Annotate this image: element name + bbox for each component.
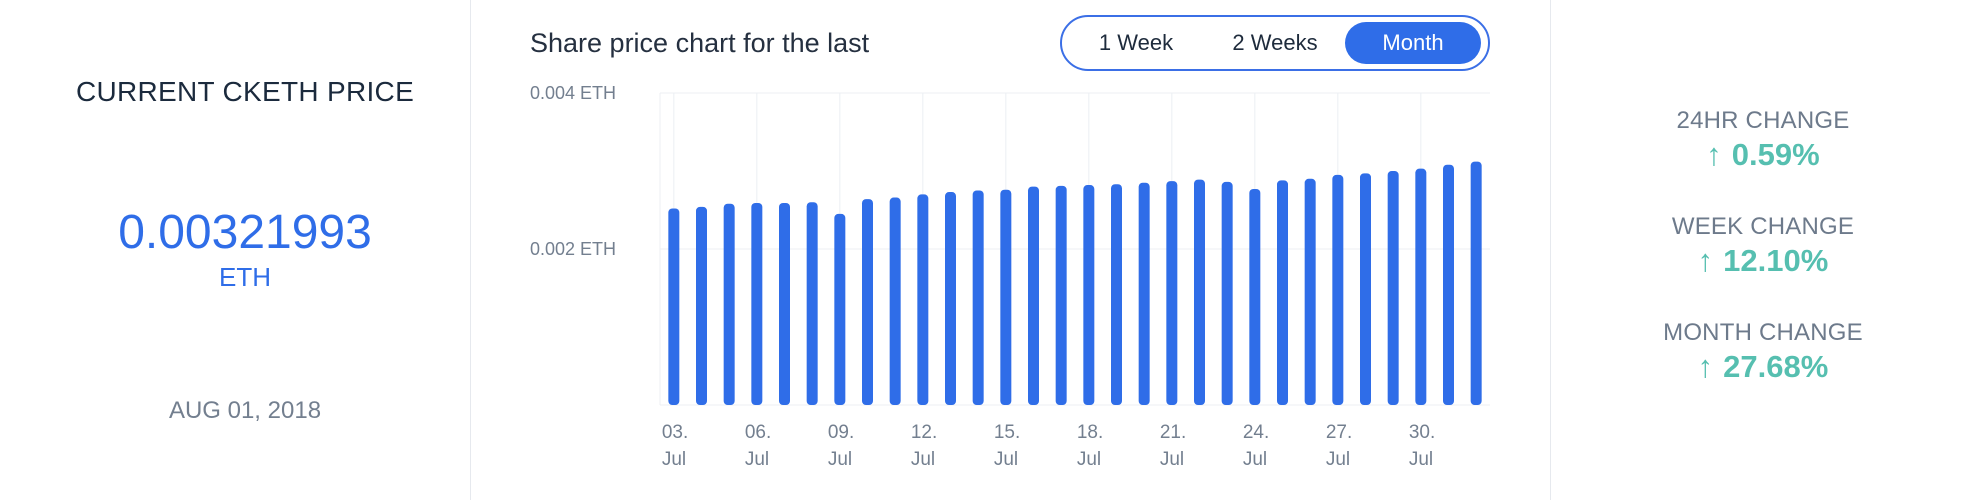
x-tick-label: 24. [1243, 422, 1269, 443]
price-bar [1028, 186, 1039, 405]
price-bar [723, 203, 735, 405]
y-tick-label: 0.004 ETH [530, 83, 616, 103]
x-tick-label: Jul [745, 449, 769, 470]
x-tick-label: Jul [1243, 449, 1267, 470]
stat-value-row: ↑ 0.59% [1551, 137, 1974, 173]
x-tick-label: 15. [994, 422, 1020, 443]
price-bar [1332, 174, 1344, 405]
price-bar [779, 202, 790, 405]
current-price-value: 0.00321993 [118, 206, 372, 259]
price-bar [972, 190, 984, 405]
x-tick-label: 09. [828, 422, 854, 443]
arrow-up-icon: ↑ [1706, 137, 1722, 172]
price-bar [889, 197, 901, 405]
price-bar [1387, 171, 1399, 405]
x-tick-label: 06. [745, 422, 771, 443]
price-bar [1083, 185, 1095, 405]
x-tick-label: 03. [662, 422, 688, 443]
current-price-title: CURRENT CKETH PRICE [75, 76, 415, 107]
price-bar [1249, 188, 1261, 405]
current-price-panel: CURRENT CKETH PRICE 0.00321993 ETH AUG 0… [0, 0, 471, 500]
x-tick-label: 18. [1077, 422, 1103, 443]
x-tick-label: Jul [1077, 449, 1101, 470]
price-bar [862, 199, 873, 405]
price-bar [834, 213, 846, 405]
price-bar [917, 194, 929, 405]
stat-label: MONTH CHANGE [1663, 319, 1863, 346]
stat-label: 24HR CHANGE [1676, 107, 1850, 134]
share-price-chart-panel: Share price chart for the last 1 Week 2 … [470, 0, 1550, 500]
chart-heading: Share price chart for the last [530, 28, 870, 58]
x-tick-label: Jul [662, 449, 686, 470]
stat-24hr-change: 24HR CHANGE ↑ 0.59% [1551, 107, 1974, 173]
y-tick-label: 0.002 ETH [530, 239, 616, 259]
current-price-unit: ETH [219, 262, 271, 292]
price-bar [668, 208, 680, 405]
range-1-week-button[interactable]: 1 Week [1098, 30, 1174, 55]
arrow-up-icon: ↑ [1697, 349, 1714, 384]
stat-value: 0.59% [1731, 137, 1820, 172]
price-bar [1111, 184, 1122, 405]
stat-value: 27.68% [1723, 349, 1829, 384]
price-bar [1166, 181, 1178, 405]
stat-value-row: ↑ 12.10% [1551, 243, 1974, 279]
price-bar [1000, 189, 1012, 405]
price-bar [1443, 164, 1454, 405]
x-tick-label: Jul [994, 449, 1018, 470]
x-tick-label: 27. [1326, 422, 1352, 443]
stat-value-row: ↑ 27.68% [1551, 349, 1974, 385]
current-price-date: AUG 01, 2018 [168, 397, 322, 424]
stat-week-change: WEEK CHANGE ↑ 12.10% [1551, 213, 1974, 279]
x-tick-label: Jul [1409, 449, 1433, 470]
stat-label: WEEK CHANGE [1671, 213, 1855, 240]
x-tick-label: Jul [828, 449, 852, 470]
price-bar [806, 202, 818, 405]
x-tick-label: 30. [1409, 422, 1435, 443]
time-range-toggle: 1 Week 2 Weeks Month [1060, 15, 1490, 71]
price-bar [1277, 180, 1288, 405]
price-bar [696, 206, 707, 405]
share-price-bar-chart: 0.002 ETH 0.004 ETH 03. Jul 06. Jul 09. Jul 12. J… [530, 83, 1490, 470]
stat-month-change: MONTH CHANGE ↑ 27.68% [1551, 319, 1974, 385]
x-tick-label: 12. [911, 422, 937, 443]
price-bar [751, 202, 763, 405]
range-2-weeks-button[interactable]: 2 Weeks [1232, 30, 1318, 55]
price-bar [945, 192, 956, 405]
price-bar [1470, 161, 1482, 405]
x-tick-label: Jul [1326, 449, 1350, 470]
stat-value: 12.10% [1723, 243, 1829, 278]
arrow-up-icon: ↑ [1697, 243, 1714, 278]
x-tick-label: 21. [1160, 422, 1186, 443]
price-bar [1055, 185, 1067, 405]
price-bar [1360, 173, 1371, 405]
price-bar [1221, 181, 1233, 405]
price-bar [1304, 178, 1316, 405]
price-bar [1138, 182, 1150, 405]
price-bar [1194, 179, 1205, 405]
range-month-button[interactable]: Month [1345, 22, 1481, 64]
x-tick-label: Jul [1160, 449, 1184, 470]
price-bar [1415, 168, 1427, 405]
x-tick-label: Jul [911, 449, 935, 470]
price-change-panel: 24HR CHANGE ↑ 0.59% WEEK CHANGE ↑ 12.10% M… [1550, 0, 1974, 500]
